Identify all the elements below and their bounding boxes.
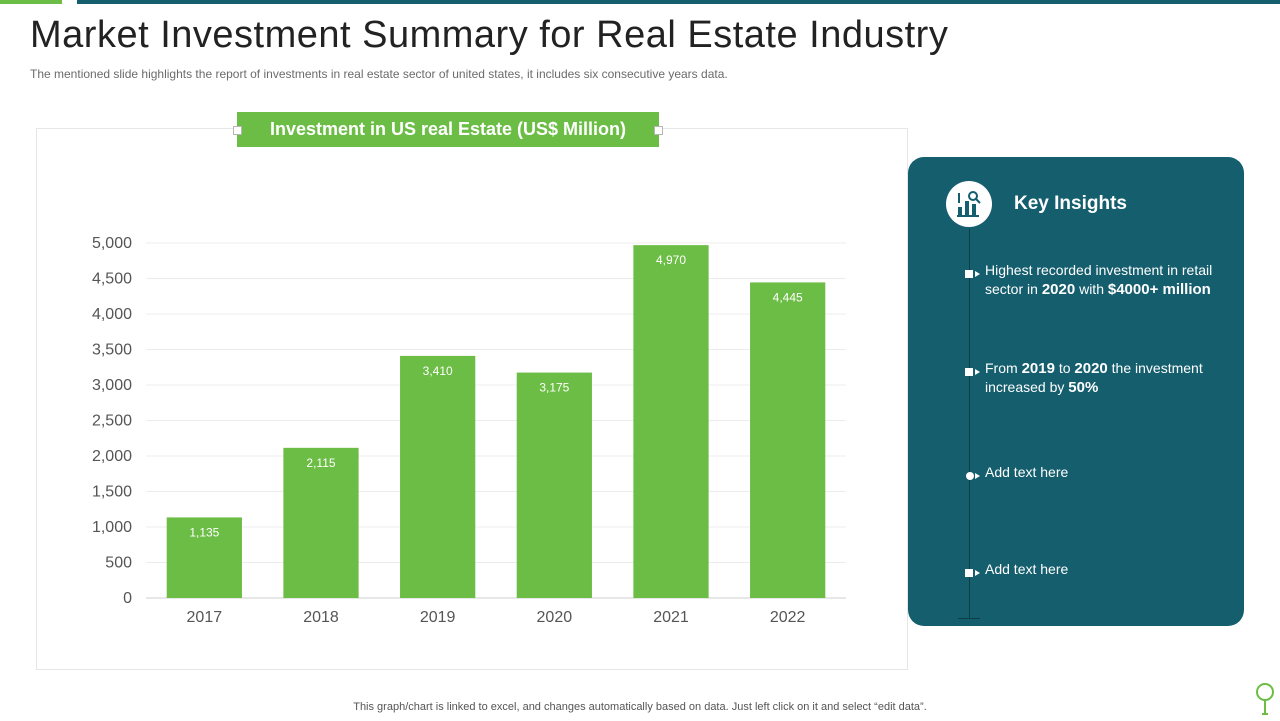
chart-title: Investment in US real Estate (US$ Millio…	[269, 119, 627, 139]
top-accent-green	[0, 0, 62, 4]
magnifier-icon	[1254, 682, 1276, 721]
insight-text-part: with	[1075, 281, 1108, 297]
insight-text: Highest recorded investment in retail se…	[985, 261, 1225, 299]
insight-text-part: to	[1054, 360, 1075, 376]
insight-text-part: 2020	[1074, 360, 1108, 377]
y-tick-label: 0	[123, 590, 132, 607]
chart-title-box[interactable]: Investment in US real Estate (US$ Millio…	[233, 112, 663, 147]
y-tick-label: 5,000	[92, 235, 132, 252]
bar-2022[interactable]	[750, 282, 826, 598]
insight-text: From 2019 to 2020 the investment increas…	[985, 359, 1225, 397]
bullet-dot-icon	[965, 468, 981, 480]
y-tick-label: 2,500	[92, 413, 132, 430]
bar-value-label: 3,175	[539, 381, 569, 395]
resize-handle-left[interactable]	[233, 126, 242, 135]
bar-2017[interactable]	[166, 517, 242, 598]
y-tick-label: 500	[105, 555, 132, 572]
bar-2019[interactable]	[400, 355, 476, 598]
page-title: Market Investment Summary for Real Estat…	[30, 14, 949, 56]
page-subtitle: The mentioned slide highlights the repor…	[30, 67, 728, 81]
x-tick-label: 2021	[653, 609, 689, 626]
bullet-arrow-icon	[965, 565, 981, 577]
insight-text: Add text here	[985, 560, 1225, 579]
bar-2018[interactable]	[283, 447, 359, 598]
x-tick-label: 2022	[770, 609, 806, 626]
insight-text-part: From	[985, 360, 1022, 376]
bar-value-label: 2,115	[306, 456, 335, 470]
insight-text-part: 2019	[1021, 360, 1055, 377]
bullet-arrow-icon	[965, 364, 981, 376]
y-tick-label: 4,000	[92, 306, 132, 323]
insight-text-part: 2020	[1041, 281, 1076, 298]
resize-handle-right[interactable]	[654, 126, 663, 135]
insight-text-part: Highest recorded investment in retail se…	[985, 262, 1213, 297]
chart-gridlines	[146, 242, 846, 599]
chart-x-axis-ticks: 2017 2018 2019 2020 2021 2022	[187, 609, 806, 626]
insight-text-part: Add text here	[985, 561, 1069, 577]
y-tick-label: 2,000	[92, 448, 132, 465]
insight-text: Add text here	[985, 463, 1225, 482]
chart-bars: 1,135 2,115 3,410 3,175 4,970 4,445	[166, 245, 826, 598]
key-insights-title: Key Insights	[1014, 193, 1127, 214]
y-tick-label: 1,000	[92, 519, 132, 536]
chart-y-axis-ticks: 0 500 1,000 1,500 2,000 2,500 3,000 3,500 4,000 4…	[92, 235, 132, 607]
bar-value-label: 1,135	[189, 525, 219, 539]
chart-analytics-icon	[946, 181, 992, 227]
x-tick-label: 2018	[303, 609, 339, 626]
insight-text-part: Add text here	[985, 464, 1069, 480]
timeline-line	[969, 229, 970, 619]
y-tick-label: 3,000	[92, 377, 132, 394]
bar-value-label: 4,445	[773, 290, 803, 304]
y-tick-label: 1,500	[92, 484, 132, 501]
y-tick-label: 4,500	[92, 271, 132, 288]
key-insights-panel: Key Insights Highest recorded investment…	[908, 157, 1244, 626]
y-tick-label: 3,500	[92, 342, 132, 359]
bar-2021[interactable]	[633, 245, 709, 598]
x-tick-label: 2020	[537, 609, 573, 626]
top-accent-teal	[77, 0, 1280, 4]
insight-text-part: 50%	[1068, 379, 1099, 396]
insight-text-part: the investment increased by	[985, 360, 1203, 395]
x-tick-label: 2017	[187, 609, 223, 626]
bar-value-label: 4,970	[656, 253, 686, 267]
x-tick-label: 2019	[420, 609, 456, 626]
insight-text-part: $4000+ million	[1107, 281, 1211, 298]
bullet-arrow-icon	[965, 266, 981, 278]
timeline-line-foot	[958, 618, 980, 619]
bar-value-label: 3,410	[423, 364, 453, 378]
footer-note: This graph/chart is linked to excel, and…	[353, 701, 927, 713]
bar-2020[interactable]	[516, 372, 592, 598]
top-accent-bar	[0, 0, 1280, 4]
